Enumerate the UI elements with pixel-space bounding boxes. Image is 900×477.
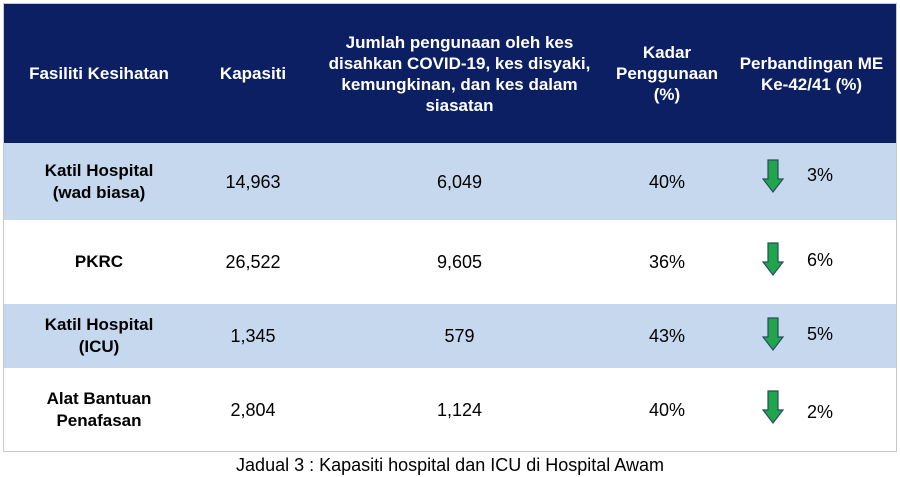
- row-usage: 9,605: [436, 252, 483, 272]
- header-facility: Fasiliti Kesihatan: [29, 64, 169, 83]
- row-facility: Alat Bantuan Penafasan: [46, 388, 152, 430]
- row-comparison: 6%: [727, 220, 896, 304]
- table-header: Fasiliti Kesihatan Kapasiti Jumlah pengu…: [4, 4, 896, 143]
- header-rate: Kadar Penggunaan (%): [615, 43, 718, 104]
- row-rate: 36%: [648, 252, 686, 272]
- header-comparison: Perbandingan ME Ke-42/41 (%): [739, 53, 884, 94]
- header-capacity: Kapasiti: [219, 64, 287, 83]
- row-facility: Katil Hospital (wad biasa): [44, 160, 154, 202]
- row-capacity: 26,522: [225, 252, 281, 272]
- row-comparison-value: 5%: [807, 324, 834, 344]
- table-row: PKRC 26,522 9,605 36% 6%: [4, 220, 896, 304]
- row-facility: PKRC: [74, 252, 124, 271]
- header-usage: Jumlah pengunaan oleh kes disahkan COVID…: [328, 32, 591, 115]
- row-rate: 40%: [648, 399, 686, 420]
- row-comparison-value: 2%: [807, 402, 834, 422]
- row-capacity: 2,804: [230, 399, 276, 420]
- row-capacity: 1,345: [230, 326, 276, 346]
- down-arrow-icon: [762, 317, 784, 351]
- table-row: Alat Bantuan Penafasan 2,804 1,124 40% 2…: [4, 368, 896, 451]
- row-rate: 40%: [648, 171, 686, 192]
- row-comparison: 3%: [727, 143, 896, 220]
- row-comparison: 5%: [727, 304, 896, 368]
- down-arrow-icon: [762, 242, 784, 276]
- row-facility: Katil Hospital (ICU): [44, 315, 154, 356]
- row-rate: 43%: [648, 326, 686, 346]
- row-usage: 579: [444, 326, 475, 346]
- row-usage: 1,124: [436, 399, 483, 420]
- table-row: Katil Hospital (wad biasa) 14,963 6,049 …: [4, 143, 896, 220]
- row-comparison-value: 6%: [807, 250, 834, 270]
- table-row: Katil Hospital (ICU) 1,345 579 43% 5%: [4, 304, 896, 368]
- row-capacity: 14,963: [225, 171, 281, 192]
- row-comparison-value: 3%: [807, 165, 834, 185]
- table-caption: Jadual 3 : Kapasiti hospital dan ICU di …: [236, 455, 664, 475]
- down-arrow-icon: [762, 390, 784, 424]
- row-usage: 6,049: [436, 171, 483, 192]
- row-comparison: 2%: [727, 368, 896, 451]
- capacity-table: Fasiliti Kesihatan Kapasiti Jumlah pengu…: [3, 3, 897, 452]
- down-arrow-icon: [762, 159, 784, 193]
